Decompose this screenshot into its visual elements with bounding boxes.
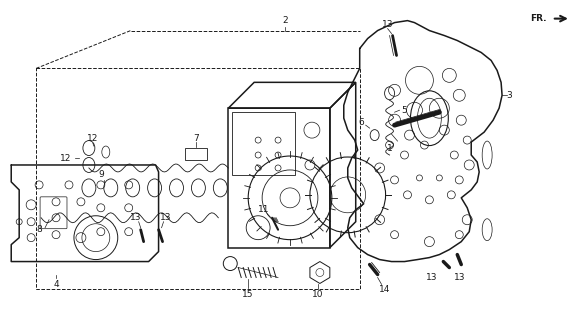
Text: 4: 4 — [53, 280, 59, 289]
Text: 10: 10 — [312, 290, 324, 299]
Text: 12: 12 — [87, 133, 99, 143]
Text: 13: 13 — [382, 20, 394, 29]
Text: 1: 1 — [387, 144, 392, 153]
Text: 2: 2 — [282, 16, 288, 25]
Text: FR.: FR. — [531, 14, 547, 23]
Text: 13: 13 — [426, 273, 437, 282]
Text: 12: 12 — [60, 154, 72, 163]
Text: 11: 11 — [258, 205, 270, 214]
Text: 8: 8 — [36, 225, 42, 234]
Text: 9: 9 — [98, 171, 104, 180]
Text: 5: 5 — [402, 106, 408, 115]
Text: 7: 7 — [194, 133, 199, 143]
Text: 13: 13 — [454, 273, 465, 282]
Text: 3: 3 — [506, 91, 512, 100]
Text: 6: 6 — [359, 118, 364, 127]
Text: 13: 13 — [160, 213, 171, 222]
Text: 13: 13 — [130, 213, 142, 222]
Text: 14: 14 — [379, 285, 390, 294]
Text: 15: 15 — [243, 290, 254, 299]
